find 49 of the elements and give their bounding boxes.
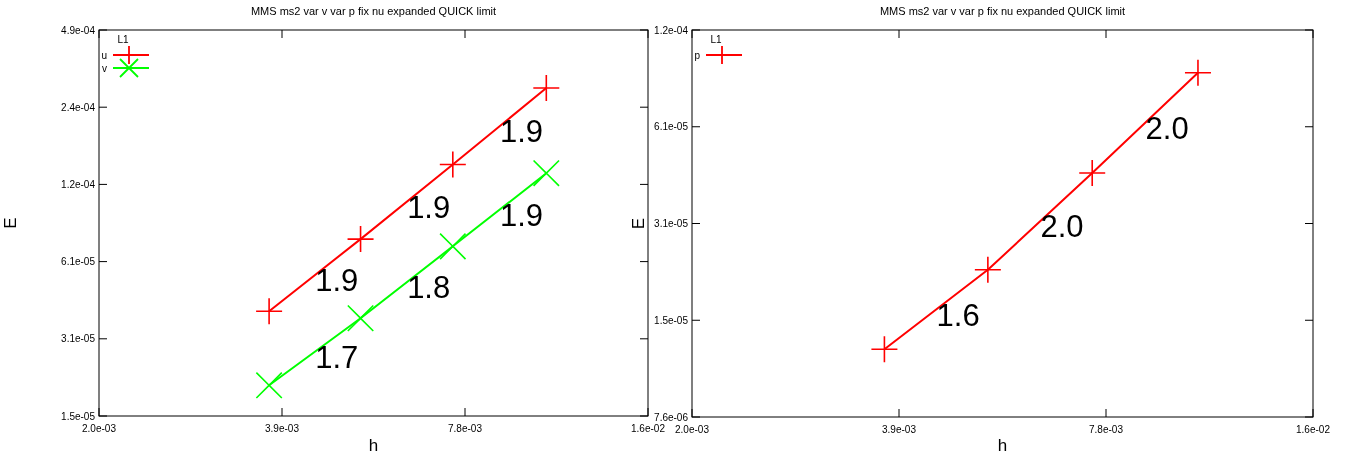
- point: [974, 256, 1001, 283]
- point: [1079, 160, 1106, 187]
- x-tick-label: 1.6e-02: [631, 423, 666, 434]
- x-tick-label: 2.0e-03: [82, 423, 117, 434]
- point: [1184, 59, 1211, 86]
- y-tick-label: 6.1e-05: [654, 121, 689, 133]
- annotation: 1.9: [407, 189, 451, 225]
- legend-title: L1: [710, 34, 722, 45]
- x-tick-label: 2.0e-03: [675, 424, 710, 435]
- point: [871, 336, 898, 363]
- x-tick-label: 7.8e-03: [1089, 424, 1124, 435]
- legend-label: p: [694, 49, 701, 61]
- y-tick-label: 2.4e-04: [61, 101, 96, 113]
- point: [439, 151, 466, 178]
- x-axis-title: h: [368, 436, 379, 455]
- chart-title: MMS ms2 var v var p fix nu expanded QUICK limit: [250, 5, 497, 17]
- y-tick-label: 4.9e-04: [61, 24, 96, 36]
- y-tick-label: 3.1e-05: [61, 333, 96, 345]
- y-tick-label: 1.2e-04: [654, 24, 689, 36]
- annotation: 2.0: [1040, 209, 1084, 245]
- annotation: 2.0: [1145, 110, 1189, 146]
- x-axis-title: h: [997, 436, 1008, 455]
- x-tick-label: 3.9e-03: [265, 423, 300, 434]
- y-tick-label: 7.6e-06: [654, 411, 689, 423]
- y-tick-label: 6.1e-05: [61, 256, 96, 268]
- annotation: 1.6: [936, 297, 980, 333]
- point: [533, 75, 560, 102]
- annotation: 1.8: [407, 270, 451, 306]
- point: [347, 226, 374, 253]
- annotation: 1.9: [500, 197, 544, 233]
- y-axis-title: E: [1, 217, 20, 229]
- point: [256, 298, 283, 325]
- y-tick-label: 1.2e-04: [61, 178, 96, 190]
- point: [533, 159, 560, 187]
- chart-title: MMS ms2 var v var p fix nu expanded QUICK limit: [879, 5, 1126, 17]
- x-tick-label: 3.9e-03: [882, 424, 917, 435]
- annotation: 1.7: [315, 339, 359, 375]
- x-tick-label: 7.8e-03: [448, 423, 483, 434]
- legend-label: v: [102, 62, 107, 74]
- y-tick-label: 1.5e-05: [61, 410, 96, 422]
- annotation: 1.9: [500, 114, 544, 150]
- y-tick-label: 3.1e-05: [654, 218, 689, 229]
- annotation: 1.9: [315, 263, 359, 299]
- legend-label: u: [101, 49, 107, 61]
- y-axis-title: E: [629, 217, 648, 230]
- x-tick-label: 1.6e-02: [1296, 424, 1331, 435]
- y-tick-label: 1.5e-05: [654, 314, 689, 326]
- point: [439, 233, 467, 260]
- legend-title: L1: [117, 34, 129, 45]
